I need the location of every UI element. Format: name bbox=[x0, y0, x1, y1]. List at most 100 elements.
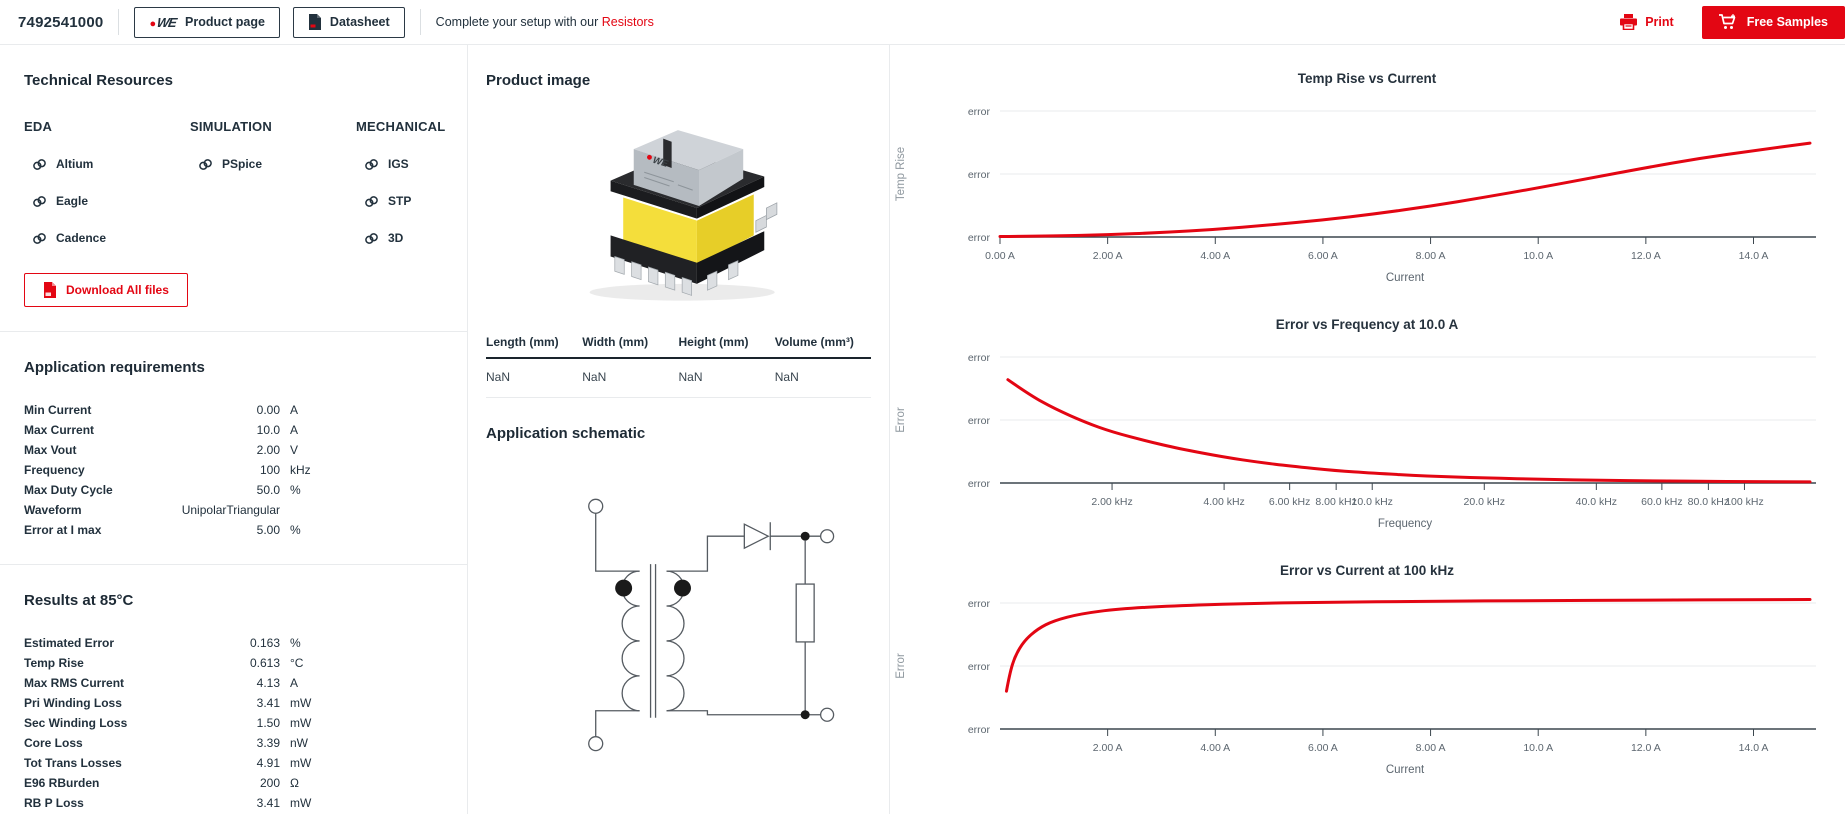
row-max-vout: Max Vout 2.00 V bbox=[24, 440, 326, 460]
y-tick-label: error bbox=[968, 661, 991, 673]
product-page-button[interactable]: ●WE Product page bbox=[134, 6, 280, 38]
link-icon bbox=[32, 158, 47, 170]
y-tick-label: error bbox=[968, 106, 991, 118]
application-requirements-list: Min Current 0.00 A Max Current 10.0 A Max Vout… bbox=[24, 400, 467, 540]
resource-link-label: STP bbox=[388, 194, 412, 208]
row-unit: % bbox=[290, 483, 301, 497]
row-label: Error at I max bbox=[24, 523, 102, 537]
row-min-current: Min Current 0.00 A bbox=[24, 400, 326, 420]
row-value: 100 bbox=[259, 463, 280, 477]
link-icon bbox=[364, 195, 379, 207]
x-tick-label: 2.00 kHz bbox=[1091, 496, 1132, 508]
row-value: 10.0 bbox=[256, 423, 280, 437]
row-unit: A bbox=[290, 676, 299, 690]
row-unit: % bbox=[290, 636, 301, 650]
x-tick-label: 6.00 A bbox=[1308, 742, 1338, 754]
row-label: Max RMS Current bbox=[24, 676, 125, 690]
chart-title: Temp Rise vs Current bbox=[1298, 71, 1437, 86]
row-tot-trans-losses: Tot Trans Losses 4.91 mW bbox=[24, 753, 326, 773]
free-samples-label: Free Samples bbox=[1746, 15, 1828, 29]
row-max-current: Max Current 10.0 A bbox=[24, 420, 326, 440]
row-label: Max Vout bbox=[24, 443, 77, 457]
chart-title: Error vs Current at 100 kHz bbox=[1280, 563, 1454, 578]
chart-svg-1: Error vs Frequency at 10.0 A Error error er… bbox=[895, 317, 1816, 530]
resource-link-stp[interactable]: STP bbox=[356, 194, 445, 208]
free-samples-button[interactable]: Free Samples bbox=[1701, 5, 1845, 39]
x-tick-label: 8.00 A bbox=[1416, 250, 1446, 262]
row-max-duty-cycle: Max Duty Cycle 50.0% bbox=[24, 480, 326, 500]
x-tick-label: 100 kHz bbox=[1725, 496, 1764, 508]
part-number: 7492541000 bbox=[18, 13, 104, 31]
row-rb-p-loss: RB P Loss 3.41 mW bbox=[24, 793, 326, 813]
resource-group-title: SIMULATION bbox=[190, 119, 272, 134]
dimensions-table-header: Length (mm) Width (mm) Height (mm) Volume (… bbox=[486, 335, 871, 359]
resource-group-title: EDA bbox=[24, 119, 53, 134]
x-tick-label: 10.0 kHz bbox=[1352, 496, 1393, 508]
resource-link-label: Eagle bbox=[56, 194, 89, 208]
chart-svg-0: Temp Rise vs Current Temp Rise error error e… bbox=[895, 71, 1816, 284]
dim-header-length-mm: Length (mm) bbox=[486, 335, 559, 349]
row-max-rms-current: Max RMS Current 4.13 A bbox=[24, 673, 326, 693]
dim-header-width-mm: Width (mm) bbox=[582, 335, 649, 349]
x-tick-label: 6.00 A bbox=[1308, 250, 1338, 262]
resource-link-altium[interactable]: Altium bbox=[24, 157, 190, 171]
row-core-loss: Core Loss 3.39 nW bbox=[24, 733, 326, 753]
resource-link-pspice[interactable]: PSpice bbox=[190, 157, 356, 171]
cart-icon bbox=[1718, 14, 1737, 30]
y-tick-label: error bbox=[968, 169, 991, 181]
y-tick-label: error bbox=[968, 724, 991, 736]
y-axis-title: Error bbox=[895, 407, 907, 433]
resource-group-eda: EDA Altium Eagle Cadence bbox=[24, 119, 190, 245]
zip-file-icon bbox=[43, 282, 56, 298]
resource-link-3d[interactable]: 3D bbox=[356, 231, 445, 245]
row-label: Core Loss bbox=[24, 736, 83, 750]
row-label: Sec Winding Loss bbox=[24, 716, 128, 730]
row-value: 0.163 bbox=[249, 636, 280, 650]
x-tick-label: 14.0 A bbox=[1739, 250, 1769, 262]
resource-link-cadence[interactable]: Cadence bbox=[24, 231, 190, 245]
y-tick-label: error bbox=[968, 415, 991, 427]
row-frequency: Frequency 100 kHz bbox=[24, 460, 326, 480]
x-tick-label: 2.00 A bbox=[1093, 250, 1123, 262]
dim-value: NaN bbox=[774, 370, 799, 384]
x-tick-label: 20.0 kHz bbox=[1464, 496, 1505, 508]
resource-group-mechanical: MECHANICAL IGS STP 3D bbox=[356, 119, 445, 245]
header-bar: 7492541000 ●WE Product page Datasheet Co… bbox=[0, 0, 1845, 45]
technical-resources-title: Technical Resources bbox=[24, 72, 173, 89]
x-tick-label: 4.00 A bbox=[1200, 250, 1230, 262]
datasheet-button[interactable]: Datasheet bbox=[292, 6, 405, 38]
x-tick-label: 60.0 kHz bbox=[1641, 496, 1682, 508]
print-button[interactable]: Print bbox=[1620, 14, 1674, 30]
we-logo-icon: ●WE bbox=[149, 14, 178, 30]
left-panel: Technical Resources EDA Altium Eagle Cadenc… bbox=[0, 45, 468, 814]
download-all-files-button[interactable]: Download All files bbox=[24, 273, 188, 307]
row-unit: nW bbox=[290, 736, 308, 750]
x-tick-label: 10.0 A bbox=[1523, 250, 1553, 262]
series-line bbox=[1006, 378, 1812, 484]
x-axis-title: Current bbox=[1386, 764, 1425, 776]
row-value: 0.00 bbox=[256, 403, 280, 417]
download-all-files-label: Download All files bbox=[66, 283, 169, 297]
row-e96-rburden: E96 RBurden 200 Ω bbox=[24, 773, 326, 793]
resource-link-eagle[interactable]: Eagle bbox=[24, 194, 190, 208]
resistors-link[interactable]: Resistors bbox=[601, 15, 654, 29]
x-tick-label: 2.00 A bbox=[1093, 742, 1123, 754]
link-icon bbox=[364, 232, 379, 244]
chart-title: Error vs Frequency at 10.0 A bbox=[1276, 317, 1459, 332]
svg-text:WE: WE bbox=[651, 155, 669, 170]
resource-link-label: Cadence bbox=[56, 231, 107, 245]
resource-link-label: IGS bbox=[388, 157, 409, 171]
x-tick-label: 0.00 A bbox=[985, 250, 1015, 262]
row-unit: Ω bbox=[290, 776, 299, 790]
x-tick-label: 4.00 kHz bbox=[1203, 496, 1244, 508]
chart-svg-2: Error vs Current at 100 kHz Error error err… bbox=[895, 563, 1816, 776]
series-line bbox=[998, 141, 1812, 238]
resource-link-label: 3D bbox=[388, 231, 404, 245]
header-divider bbox=[118, 9, 120, 35]
y-tick-label: error bbox=[968, 352, 991, 364]
resource-link-igs[interactable]: IGS bbox=[356, 157, 445, 171]
x-tick-label: 14.0 A bbox=[1739, 742, 1769, 754]
dim-value: NaN bbox=[486, 370, 511, 384]
row-value: 3.41 bbox=[256, 796, 280, 810]
x-tick-label: 12.0 A bbox=[1631, 742, 1661, 754]
